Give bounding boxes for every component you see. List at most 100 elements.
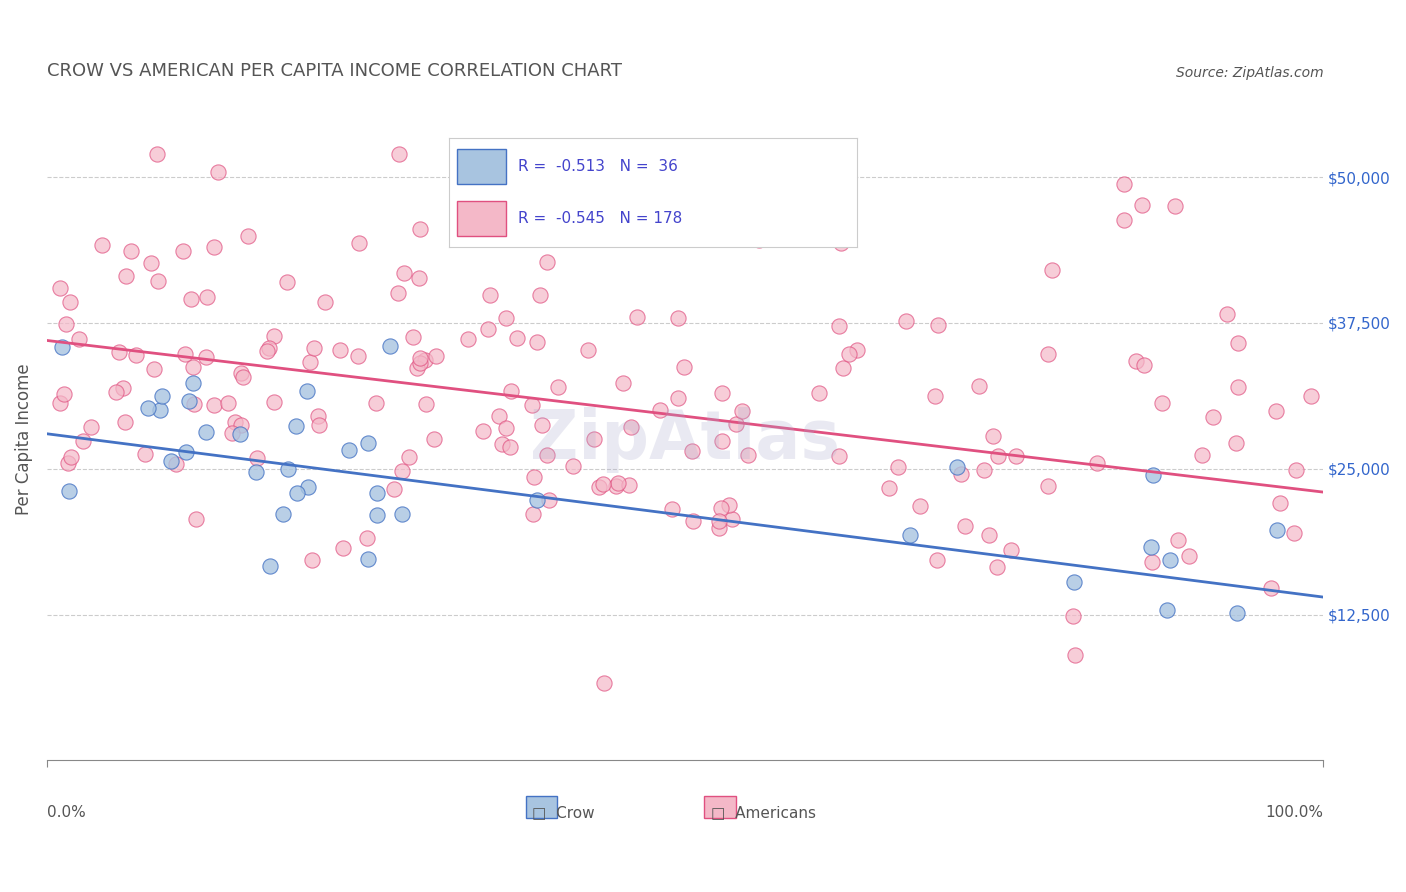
Point	[562, 459, 585, 474]
Point	[329, 343, 352, 357]
Point	[499, 441, 522, 455]
Point	[830, 236, 852, 251]
Text: □  Americans: □ Americans	[710, 805, 815, 821]
Point	[48, 280, 70, 294]
Point	[314, 294, 336, 309]
Point	[927, 553, 949, 567]
Point	[134, 447, 156, 461]
Point	[408, 351, 430, 365]
Point	[224, 415, 246, 429]
Point	[285, 419, 308, 434]
Point	[357, 436, 380, 450]
Point	[910, 499, 932, 513]
Point	[661, 502, 683, 516]
Y-axis label: Per Capita Income: Per Capita Income	[15, 364, 32, 516]
Point	[495, 421, 517, 435]
Point	[409, 222, 432, 236]
Point	[181, 376, 204, 390]
Point	[1284, 525, 1306, 540]
Point	[236, 229, 259, 244]
Point	[72, 434, 94, 448]
Point	[1178, 549, 1201, 564]
Point	[924, 389, 946, 403]
Text: □  Crow: □ Crow	[531, 805, 595, 821]
Point	[231, 418, 253, 433]
Point	[491, 437, 513, 451]
Point	[488, 409, 510, 424]
Point	[1142, 468, 1164, 483]
Point	[886, 459, 908, 474]
Point	[425, 350, 447, 364]
Point	[1299, 389, 1322, 403]
Point	[231, 369, 253, 384]
Point	[392, 266, 415, 280]
Point	[398, 450, 420, 465]
Point	[576, 343, 599, 357]
Point	[401, 330, 423, 344]
Point	[114, 415, 136, 429]
Text: 0.0%: 0.0%	[46, 805, 86, 821]
Point	[105, 385, 128, 400]
Point	[246, 451, 269, 466]
Point	[408, 356, 430, 370]
Point	[1227, 335, 1250, 350]
Point	[179, 394, 201, 409]
Point	[520, 399, 543, 413]
Point	[737, 448, 759, 462]
Point	[1225, 436, 1247, 450]
Point	[1159, 553, 1181, 567]
Point	[1114, 177, 1136, 191]
Point	[297, 480, 319, 494]
Point	[718, 498, 741, 512]
Point	[1125, 354, 1147, 368]
Point	[51, 339, 73, 353]
Point	[276, 275, 298, 289]
Point	[415, 397, 437, 411]
Point	[115, 268, 138, 283]
Point	[195, 350, 218, 364]
Point	[457, 332, 479, 346]
Point	[682, 514, 704, 528]
Point	[967, 378, 990, 392]
Point	[666, 311, 689, 326]
Point	[141, 255, 163, 269]
Point	[1191, 448, 1213, 462]
Point	[536, 448, 558, 462]
Point	[538, 492, 561, 507]
Point	[619, 420, 641, 434]
Point	[605, 479, 627, 493]
Point	[307, 409, 329, 423]
Point	[831, 360, 853, 375]
Point	[725, 417, 748, 432]
Point	[408, 270, 430, 285]
Point	[838, 346, 860, 360]
Point	[536, 255, 558, 269]
Point	[1264, 404, 1286, 418]
Point	[877, 482, 900, 496]
Point	[1140, 540, 1163, 554]
Point	[506, 331, 529, 345]
Point	[364, 396, 387, 410]
Point	[547, 380, 569, 394]
Point	[808, 386, 831, 401]
Point	[366, 486, 388, 500]
Point	[1004, 449, 1026, 463]
Point	[301, 552, 323, 566]
Point	[1268, 496, 1291, 510]
Point	[256, 343, 278, 358]
Text: 100.0%: 100.0%	[1265, 805, 1323, 821]
Point	[150, 389, 173, 403]
Point	[617, 478, 640, 492]
Point	[405, 360, 427, 375]
Point	[180, 292, 202, 306]
Point	[1260, 581, 1282, 595]
Point	[1130, 198, 1153, 212]
Point	[382, 482, 405, 496]
Point	[388, 146, 411, 161]
Point	[245, 465, 267, 479]
Point	[1142, 555, 1164, 569]
Point	[1226, 606, 1249, 620]
Point	[471, 424, 494, 438]
Text: CROW VS AMERICAN PER CAPITA INCOME CORRELATION CHART: CROW VS AMERICAN PER CAPITA INCOME CORRE…	[46, 62, 621, 80]
Point	[387, 285, 409, 300]
